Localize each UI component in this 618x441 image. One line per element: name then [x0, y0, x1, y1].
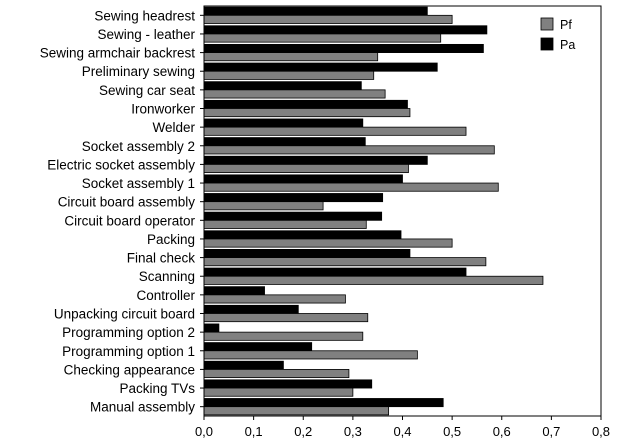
legend-swatch-pf: [540, 17, 554, 31]
bar-pa-9: [203, 174, 403, 184]
bar-pf-19: [203, 369, 350, 379]
bar-pa-5: [203, 99, 408, 109]
category-label-8: Electric socket assembly: [47, 157, 195, 172]
category-label-2: Sewing armchair backrest: [40, 46, 196, 61]
bar-pf-20: [203, 387, 354, 397]
bar-pf-0: [203, 14, 453, 24]
bar-pa-17: [203, 323, 220, 333]
x-tick-label-1: 0,1: [245, 424, 263, 439]
x-tick-label-8: 0,8: [592, 424, 610, 439]
bar-pa-15: [203, 286, 265, 296]
bar-pa-3: [203, 62, 438, 72]
category-label-1: Sewing - leather: [97, 27, 195, 42]
category-label-21: Manual assembly: [90, 400, 195, 415]
category-label-14: Scanning: [139, 269, 195, 284]
category-label-9: Socket assembly 1: [82, 176, 195, 191]
x-tick-label-3: 0,3: [344, 424, 362, 439]
bar-pf-21: [203, 406, 390, 416]
bar-pa-0: [203, 6, 428, 16]
bar-pa-13: [203, 248, 411, 258]
bar-pf-16: [203, 313, 369, 323]
bar-pa-20: [203, 379, 373, 389]
bar-pf-11: [203, 219, 367, 229]
bar-pf-6: [203, 126, 467, 136]
category-label-12: Packing: [147, 232, 195, 247]
x-tick-label-4: 0,4: [393, 424, 411, 439]
x-tick-label-2: 0,2: [294, 424, 312, 439]
legend-label-pf: Pf: [560, 18, 572, 32]
bar-pa-4: [203, 81, 362, 91]
category-label-3: Preliminary sewing: [82, 64, 195, 79]
category-label-11: Circuit board operator: [64, 213, 195, 228]
bar-pa-12: [203, 230, 402, 240]
bar-pa-11: [203, 211, 383, 221]
bar-pf-1: [203, 33, 442, 43]
bar-pa-8: [203, 155, 428, 165]
bar-pa-14: [203, 267, 467, 277]
bar-pf-13: [203, 257, 487, 267]
bar-pa-18: [203, 342, 313, 352]
bar-pa-19: [203, 360, 284, 370]
bar-pa-1: [203, 25, 488, 35]
bar-pf-18: [203, 350, 418, 360]
x-tick-label-0: 0,0: [195, 424, 213, 439]
category-label-15: Controller: [136, 288, 195, 303]
bar-pf-12: [203, 238, 453, 248]
bar-pa-10: [203, 193, 384, 203]
bar-pa-2: [203, 43, 484, 53]
x-tick-label-6: 0,6: [493, 424, 511, 439]
category-label-16: Unpacking circuit board: [54, 307, 195, 322]
legend: Pf Pa: [540, 17, 575, 52]
bar-pa-7: [203, 137, 366, 147]
bar-pf-10: [203, 201, 324, 211]
category-label-18: Programming option 1: [62, 344, 195, 359]
x-axis-ticks: 0,0 0,1 0,2 0,3 0,4 0,5 0,6 0,7 0,8: [195, 416, 610, 439]
category-label-10: Circuit board assembly: [58, 195, 196, 210]
bar-pf-15: [203, 294, 346, 304]
bar-pa-6: [203, 118, 364, 128]
category-label-5: Ironworker: [131, 102, 195, 117]
bar-pf-4: [203, 89, 386, 99]
category-label-7: Socket assembly 2: [82, 139, 195, 154]
category-label-17: Programming option 2: [62, 325, 195, 340]
legend-swatch-pa: [540, 37, 554, 51]
bar-pf-5: [203, 108, 411, 118]
legend-label-pa: Pa: [560, 38, 575, 52]
bar-pf-8: [203, 164, 409, 174]
x-tick-label-7: 0,7: [542, 424, 560, 439]
bar-pf-7: [203, 145, 495, 155]
x-tick-label-5: 0,5: [443, 424, 461, 439]
category-label-4: Sewing car seat: [99, 83, 195, 98]
bar-pf-9: [203, 182, 499, 192]
category-label-6: Welder: [152, 120, 195, 135]
category-label-13: Final check: [127, 251, 196, 266]
category-label-0: Sewing headrest: [94, 8, 195, 23]
bar-pf-17: [203, 331, 364, 341]
bar-pf-14: [203, 275, 544, 285]
category-labels: Sewing headrest Sewing - leather Sewing ar…: [40, 8, 204, 415]
category-label-19: Checking appearance: [64, 362, 195, 377]
category-label-20: Packing TVs: [119, 381, 195, 396]
bar-pa-21: [203, 398, 444, 408]
bar-pf-3: [203, 70, 375, 80]
bar-pa-16: [203, 304, 299, 314]
bar-pf-2: [203, 52, 379, 62]
bars-group: [203, 6, 544, 416]
plot-frame: [203, 5, 602, 417]
